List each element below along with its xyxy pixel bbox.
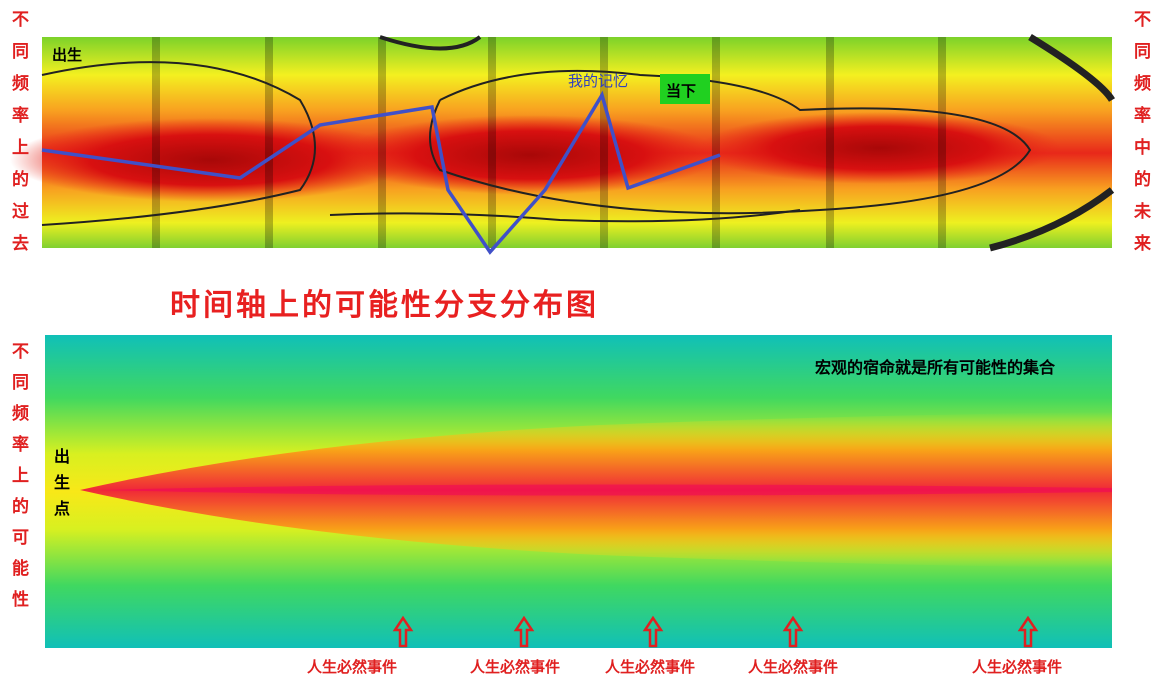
event-arrows bbox=[392, 615, 1039, 648]
birth-label: 出生 bbox=[52, 46, 83, 64]
birth-point-label: 出生点 bbox=[51, 448, 70, 526]
top-panel bbox=[10, 34, 1115, 255]
event-label: 人生必然事件 bbox=[605, 658, 696, 676]
top-left-label: 不同频率上的过去 bbox=[8, 10, 28, 266]
memory-line bbox=[41, 90, 721, 255]
now-label: 当下 bbox=[666, 82, 697, 100]
annotation: 宏观的宿命就是所有可能性的集合 bbox=[815, 358, 1056, 377]
bottom-panel bbox=[45, 335, 1112, 648]
bottom-left-label: 不同频率上的可能性 bbox=[8, 342, 28, 621]
title: 时间轴上的可能性分支分布图 bbox=[170, 288, 599, 323]
event-label: 人生必然事件 bbox=[972, 658, 1063, 676]
memory-label: 我的记忆 bbox=[568, 72, 629, 90]
event-label: 人生必然事件 bbox=[307, 658, 398, 676]
event-label: 人生必然事件 bbox=[470, 658, 561, 676]
top-right-label: 不同频率中的未来 bbox=[1130, 10, 1150, 266]
event-label: 人生必然事件 bbox=[748, 658, 839, 676]
